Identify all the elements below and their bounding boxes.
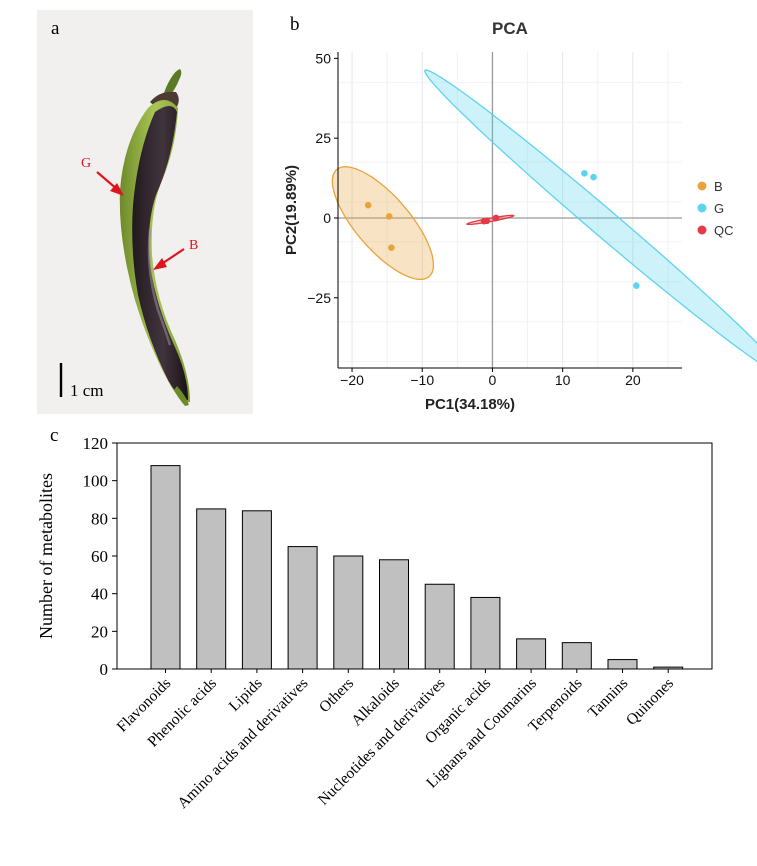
- pca-legend-marker-qc: [697, 225, 707, 235]
- bar-others: [333, 555, 364, 670]
- bar-y-axis-label: Number of metabolites: [36, 473, 56, 639]
- bar-amino-acids-and-derivatives: [287, 546, 318, 670]
- panel-label-a: a: [51, 18, 60, 39]
- pca-legend-label-b: B: [714, 179, 723, 194]
- marker-b-label: B: [189, 238, 198, 253]
- pca-point-g: [633, 282, 640, 289]
- pca-y-tick-label: 50: [315, 50, 331, 66]
- pca-point-b: [385, 213, 393, 220]
- pca-point-qc: [492, 214, 500, 222]
- pca-point-b: [388, 244, 395, 251]
- pca-ellipse-b: [331, 166, 435, 281]
- pca-x-axis-label: PC1(34.18%): [425, 396, 515, 413]
- bar-category-label: Lipids: [226, 675, 266, 715]
- bar-category-label: Others: [316, 675, 357, 716]
- pepper-stem: [163, 69, 182, 98]
- bar-y-tick-label: 0: [100, 660, 109, 679]
- bar-y-tick-label: 40: [91, 585, 108, 604]
- pca-legend-label-g: G: [714, 201, 724, 216]
- bar-y-tick-label: 100: [83, 472, 109, 491]
- bar-lipids: [241, 510, 272, 670]
- pca-x-tick-label: −20: [340, 372, 364, 388]
- pca-legend-marker-b: [697, 181, 707, 191]
- marker-b-arrowhead: [153, 258, 167, 270]
- pca-legend-marker-g: [697, 203, 707, 213]
- pca-x-tick-label: 20: [625, 372, 641, 388]
- marker-g-arrowhead: [110, 183, 124, 196]
- pca-x-tick-label: −10: [410, 372, 434, 388]
- bar-lignans-and-coumarins: [516, 638, 547, 670]
- bar-y-tick-label: 60: [91, 547, 108, 566]
- pca-x-tick-label: 0: [489, 372, 497, 388]
- bar-organic-acids: [470, 596, 501, 670]
- bar-category-label: Quinones: [623, 675, 677, 729]
- pca-point-g: [590, 173, 597, 181]
- pepper-body-dark: [132, 106, 188, 400]
- pca-ellipse-qc: [466, 214, 515, 226]
- panel-a-photo: G B 1 cm: [37, 10, 253, 414]
- marker-g-label: G: [81, 156, 91, 171]
- pca-y-axis-label: PC2(19.89%): [283, 165, 300, 255]
- bar-alkaloids: [379, 559, 409, 670]
- pca-chart: PCA −20 −10 0 10 20 −25 0 25 50 PC1(34.18%) PC2(19.…: [283, 19, 757, 413]
- bar-nucleotides-and-derivatives: [424, 583, 455, 670]
- bar-y-tick-label: 80: [91, 509, 108, 528]
- pca-ellipse-g: [423, 69, 757, 363]
- panel-label-b: b: [290, 14, 300, 35]
- pepper-highlight: [147, 229, 172, 346]
- bar-y-tick-label: 120: [83, 434, 109, 453]
- pca-point-b: [364, 201, 372, 209]
- bar-flavonoids: [150, 465, 181, 670]
- scale-bar-label: 1 cm: [70, 381, 104, 400]
- panel-label-c: c: [50, 425, 58, 446]
- pca-x-tick-label: 10: [555, 372, 571, 388]
- pca-title: PCA: [492, 19, 528, 38]
- pca-y-tick-label: −25: [307, 290, 331, 306]
- pca-point-g: [581, 169, 588, 177]
- pca-y-tick-label: 25: [315, 130, 331, 146]
- pca-legend-label-qc: QC: [714, 223, 734, 238]
- pepper-tip: [174, 386, 189, 406]
- bar-phenolic-acids: [196, 508, 227, 670]
- pca-point-qc: [483, 217, 491, 225]
- bar-y-tick-label: 20: [91, 622, 108, 641]
- bar-tannins: [607, 659, 638, 670]
- bar-quinones: [653, 666, 684, 670]
- pca-y-tick-label: 0: [323, 210, 331, 226]
- bar-terpenoids: [561, 642, 592, 670]
